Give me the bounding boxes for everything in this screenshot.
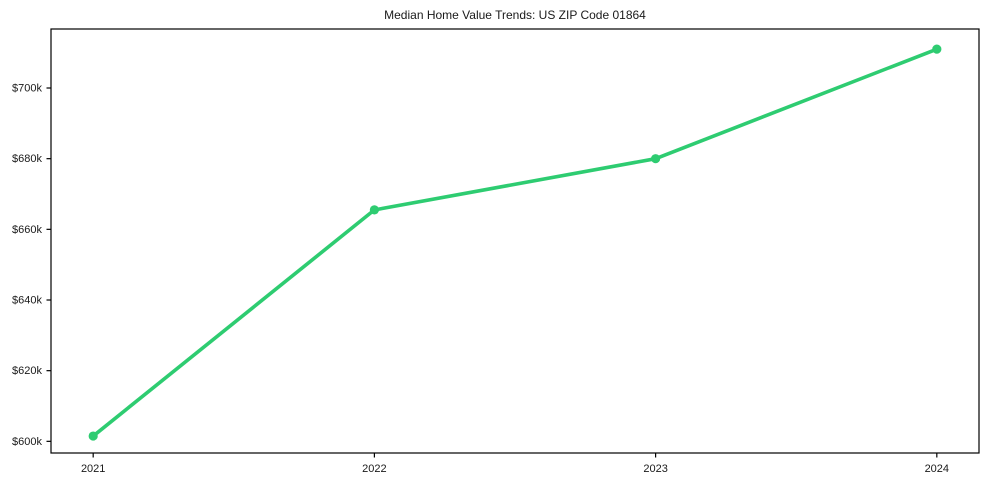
chart-title: Median Home Value Trends: US ZIP Code 01… <box>384 8 646 22</box>
data-point-2024 <box>932 44 942 54</box>
x-tick-label: 2023 <box>643 463 667 475</box>
y-tick-label: $700k <box>12 83 42 95</box>
x-tick-label: 2022 <box>362 463 386 475</box>
data-point-2022 <box>369 205 379 215</box>
y-tick-label: $620k <box>12 365 42 377</box>
y-tick-label: $660k <box>12 224 42 236</box>
data-point-2023 <box>651 154 661 164</box>
plot-frame <box>50 28 980 454</box>
x-tick-label: 2021 <box>81 463 105 475</box>
y-tick-label: $680k <box>12 153 42 165</box>
x-tick-label: 2024 <box>925 463 949 475</box>
y-tick-label: $600k <box>12 436 42 448</box>
y-tick-label: $640k <box>12 295 42 307</box>
data-point-2021 <box>88 431 98 441</box>
trend-line <box>91 47 939 438</box>
